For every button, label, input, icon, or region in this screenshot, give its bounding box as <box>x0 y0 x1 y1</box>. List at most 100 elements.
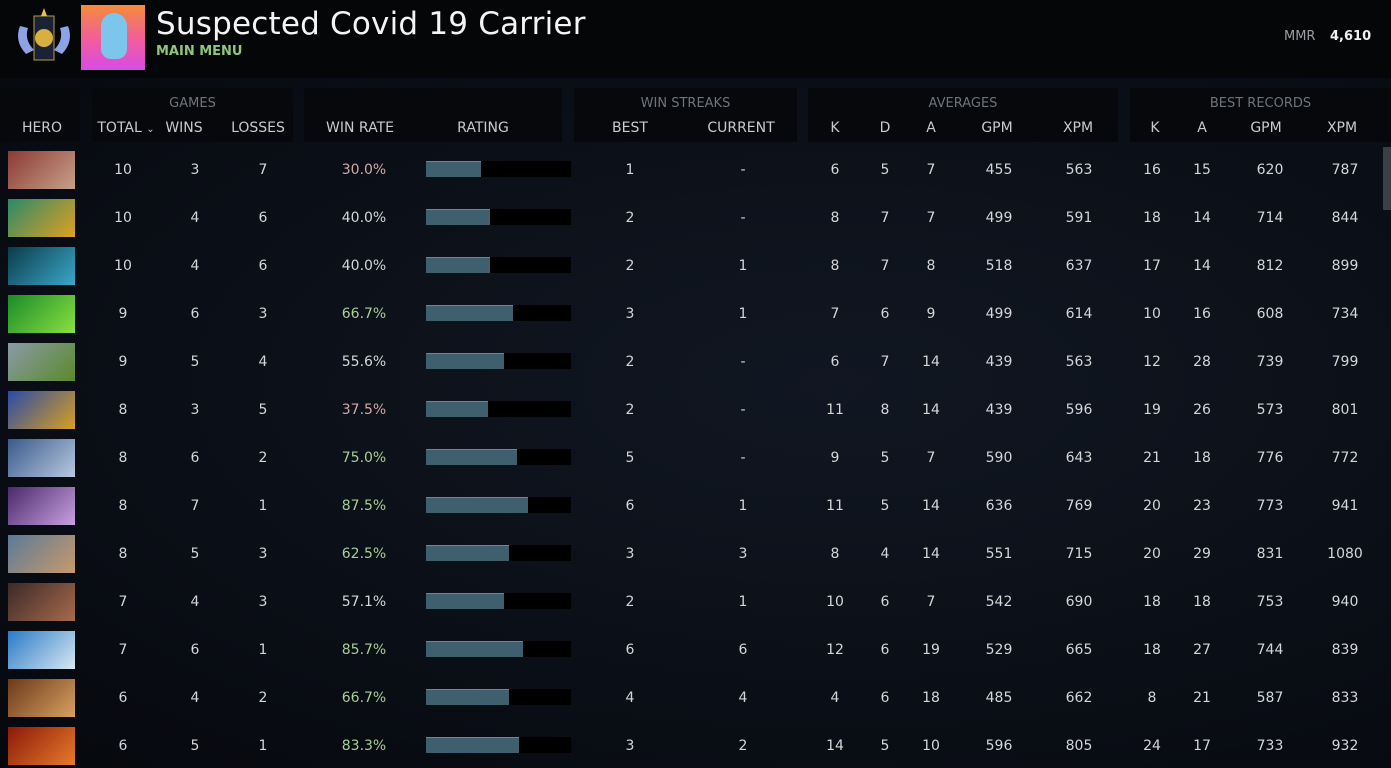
cell-k: 8 <box>830 258 840 274</box>
cell-gpm: 439 <box>985 354 1013 370</box>
cell-current: 2 <box>738 738 748 754</box>
rating-bar <box>426 209 571 225</box>
hero-portrait[interactable] <box>8 583 75 621</box>
col-losses[interactable]: LOSSES <box>231 120 285 136</box>
rating-bar-fill <box>426 449 518 465</box>
cell-bxpm: 839 <box>1331 642 1359 658</box>
cell-best: 2 <box>625 402 635 418</box>
main-menu-link[interactable]: MAIN MENU <box>156 44 243 59</box>
col-best-gpm[interactable]: GPM <box>1250 120 1282 136</box>
hero-portrait[interactable] <box>8 679 75 717</box>
cell-xpm: 637 <box>1065 258 1093 274</box>
col-hero[interactable]: HERO <box>21 120 63 136</box>
cell-current: 1 <box>738 498 748 514</box>
cell-total: 6 <box>118 738 128 754</box>
cell-bk: 10 <box>1143 306 1161 322</box>
col-best-xpm[interactable]: XPM <box>1326 120 1358 136</box>
cell-ba: 21 <box>1193 690 1211 706</box>
cell-best: 4 <box>625 690 635 706</box>
hero-portrait[interactable] <box>8 439 75 477</box>
cell-best: 3 <box>625 306 635 322</box>
cell-ba: 18 <box>1193 450 1211 466</box>
cell-current: 1 <box>738 306 748 322</box>
col-k[interactable]: K <box>830 120 840 136</box>
col-rating[interactable]: RATING <box>457 120 509 136</box>
cell-xpm: 715 <box>1065 546 1093 562</box>
rating-bar <box>426 497 571 513</box>
col-best-streak[interactable]: BEST <box>612 120 648 136</box>
cell-win-rate: 66.7% <box>341 690 387 706</box>
cell-current: - <box>740 162 746 178</box>
cell-a: 7 <box>926 162 936 178</box>
hero-portrait[interactable] <box>8 343 75 381</box>
rating-bar <box>426 593 571 609</box>
cell-total: 9 <box>118 306 128 322</box>
col-total[interactable]: TOTAL ⌄ <box>97 120 154 136</box>
chevron-down-icon: ⌄ <box>146 124 155 135</box>
cell-a: 8 <box>926 258 936 274</box>
cell-win-rate: 40.0% <box>341 258 387 274</box>
cell-d: 5 <box>880 450 890 466</box>
cell-a: 18 <box>922 690 940 706</box>
hero-portrait[interactable] <box>8 631 75 669</box>
cell-bxpm: 801 <box>1331 402 1359 418</box>
rating-bar-fill <box>426 209 490 225</box>
col-gpm[interactable]: GPM <box>981 120 1013 136</box>
hero-portrait[interactable] <box>8 151 75 189</box>
cell-gpm: 596 <box>985 738 1013 754</box>
rating-bar <box>426 689 571 705</box>
header-panel-best <box>1130 88 1391 142</box>
hero-portrait[interactable] <box>8 487 75 525</box>
cell-current: 1 <box>738 594 748 610</box>
hero-portrait[interactable] <box>8 247 75 285</box>
col-win-rate[interactable]: WIN RATE <box>326 120 394 136</box>
cell-gpm: 542 <box>985 594 1013 610</box>
cell-total: 7 <box>118 594 128 610</box>
rating-bar-fill <box>426 545 509 561</box>
hero-portrait[interactable] <box>8 535 75 573</box>
cell-losses: 3 <box>258 306 268 322</box>
cell-d: 5 <box>880 162 890 178</box>
col-best-k[interactable]: K <box>1150 120 1160 136</box>
hero-portrait[interactable] <box>8 727 75 765</box>
cell-d: 6 <box>880 594 890 610</box>
cell-gpm: 636 <box>985 498 1013 514</box>
cell-bgpm: 573 <box>1256 402 1284 418</box>
cell-bgpm: 739 <box>1256 354 1284 370</box>
cell-bk: 12 <box>1143 354 1161 370</box>
col-best-a[interactable]: A <box>1197 120 1207 136</box>
cell-ba: 28 <box>1193 354 1211 370</box>
cell-k: 4 <box>830 690 840 706</box>
cell-win-rate: 55.6% <box>341 354 387 370</box>
cell-win-rate: 37.5% <box>341 402 387 418</box>
cell-bk: 24 <box>1143 738 1161 754</box>
cell-xpm: 643 <box>1065 450 1093 466</box>
hero-portrait[interactable] <box>8 391 75 429</box>
cell-bgpm: 812 <box>1256 258 1284 274</box>
cell-wins: 5 <box>190 546 200 562</box>
cell-bxpm: 833 <box>1331 690 1359 706</box>
cell-best: 2 <box>625 210 635 226</box>
avatar[interactable] <box>81 5 145 70</box>
hero-portrait[interactable] <box>8 295 75 333</box>
cell-a: 14 <box>922 402 940 418</box>
cell-wins: 4 <box>190 594 200 610</box>
col-d[interactable]: D <box>879 120 891 136</box>
col-xpm[interactable]: XPM <box>1062 120 1094 136</box>
col-a[interactable]: A <box>926 120 936 136</box>
cell-d: 6 <box>880 642 890 658</box>
group-games: GAMES <box>169 96 216 111</box>
col-current-streak[interactable]: CURRENT <box>707 120 775 136</box>
scrollbar[interactable] <box>1383 147 1391 210</box>
cell-losses: 1 <box>258 738 268 754</box>
cell-a: 14 <box>922 354 940 370</box>
cell-losses: 2 <box>258 690 268 706</box>
rating-bar-fill <box>426 161 482 177</box>
col-wins[interactable]: WINS <box>165 120 203 136</box>
rating-bar-fill <box>426 305 513 321</box>
cell-bgpm: 776 <box>1256 450 1284 466</box>
cell-ba: 29 <box>1193 546 1211 562</box>
rating-bar-fill <box>426 257 490 273</box>
rating-bar <box>426 353 571 369</box>
hero-portrait[interactable] <box>8 199 75 237</box>
